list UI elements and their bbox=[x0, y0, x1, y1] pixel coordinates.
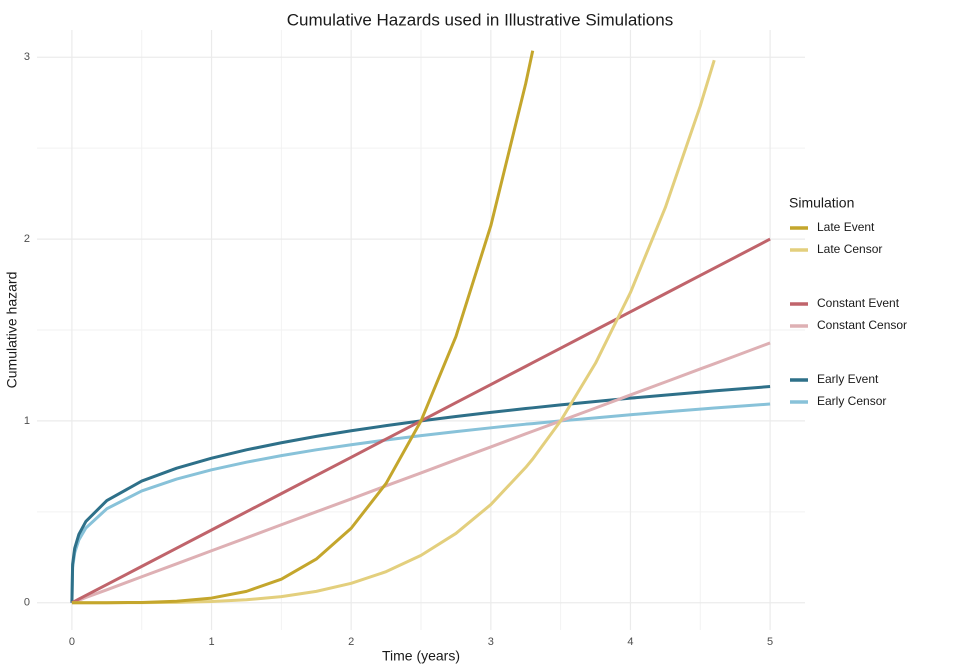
y-axis-label: Cumulative hazard bbox=[4, 272, 20, 389]
series-line bbox=[71, 59, 716, 605]
legend-label: Early Event bbox=[817, 372, 879, 386]
legend-title: Simulation bbox=[789, 195, 854, 211]
series-line bbox=[70, 385, 771, 603]
lines bbox=[70, 50, 771, 605]
y-tick-label: 1 bbox=[24, 415, 30, 427]
x-tick-label: 5 bbox=[767, 636, 773, 648]
legend-label: Late Event bbox=[817, 220, 875, 234]
series-line bbox=[71, 50, 535, 605]
x-tick-label: 3 bbox=[488, 636, 494, 648]
legend-label: Constant Event bbox=[817, 296, 900, 310]
series-line bbox=[71, 237, 771, 605]
legend-label: Late Censor bbox=[817, 242, 882, 256]
x-tick-label: 4 bbox=[627, 636, 633, 648]
x-tick-label: 1 bbox=[208, 636, 214, 648]
legend-label: Early Censor bbox=[817, 394, 886, 408]
chart-title: Cumulative Hazards used in Illustrative … bbox=[287, 10, 673, 29]
x-tick-label: 0 bbox=[69, 636, 75, 648]
x-axis-label: Time (years) bbox=[382, 648, 460, 664]
legend: Late Event Late Censor Constant Event Const… bbox=[790, 220, 907, 408]
legend-label: Constant Censor bbox=[817, 318, 907, 332]
y-tick-label: 2 bbox=[24, 233, 30, 245]
x-tick-label: 2 bbox=[348, 636, 354, 648]
y-tick-label: 0 bbox=[24, 597, 30, 609]
y-tick-label: 3 bbox=[24, 51, 30, 63]
grid bbox=[37, 30, 805, 630]
